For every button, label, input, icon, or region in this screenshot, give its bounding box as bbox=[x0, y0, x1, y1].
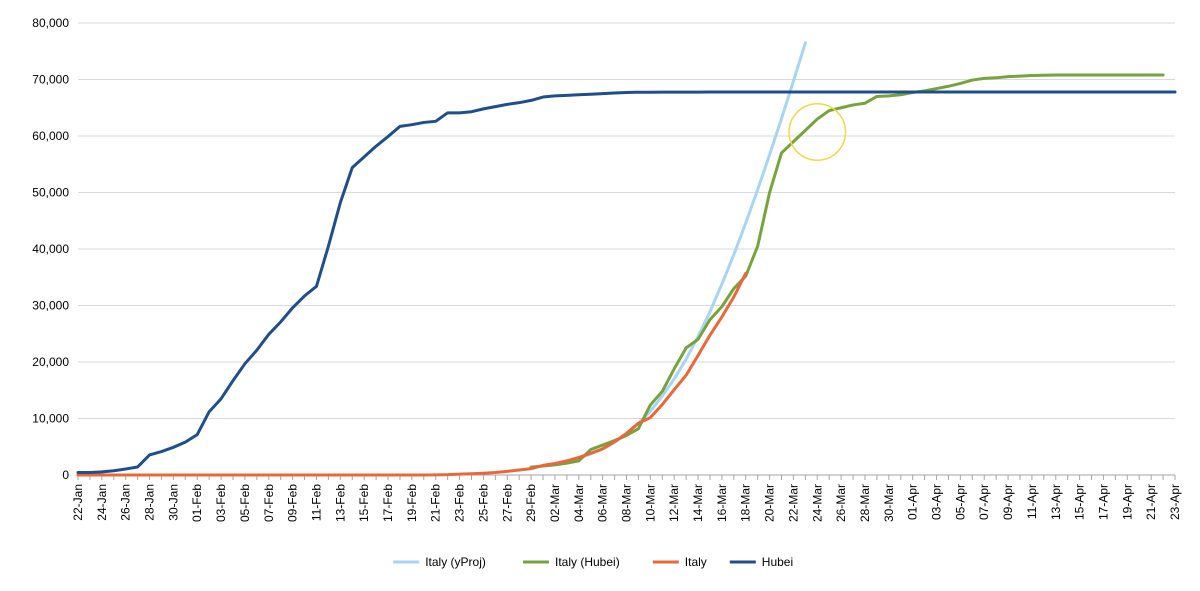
x-tick-label: 29-Feb bbox=[524, 484, 538, 522]
legend-item: Italy bbox=[652, 555, 707, 569]
y-tick-label: 50,000 bbox=[32, 186, 69, 200]
x-tick-label: 02-Mar bbox=[548, 484, 562, 522]
x-axis: 22-Jan 24-Jan 26-Jan 28-Jan 30-Jan 01-Feb 03-F… bbox=[71, 475, 1182, 522]
x-tick-label: 13-Feb bbox=[333, 484, 347, 522]
x-tick-label: 14-Mar bbox=[691, 484, 705, 522]
x-tick-label: 07-Apr bbox=[977, 484, 991, 520]
x-tick-label: 23-Feb bbox=[453, 484, 467, 522]
x-tick-label: 22-Jan bbox=[71, 484, 85, 521]
x-tick-label: 17-Apr bbox=[1096, 484, 1110, 520]
x-tick-label: 05-Apr bbox=[953, 484, 967, 520]
x-tick-label: 22-Mar bbox=[786, 484, 800, 522]
x-tick-label: 09-Feb bbox=[286, 484, 300, 522]
x-tick-label: 10-Mar bbox=[643, 484, 657, 522]
legend-item: Italy (yProj) bbox=[393, 555, 486, 569]
annotation-layer bbox=[788, 103, 847, 162]
x-tick-label: 17-Feb bbox=[381, 484, 395, 522]
y-tick-label: 10,000 bbox=[32, 412, 69, 426]
legend-label: Italy (yProj) bbox=[425, 555, 486, 569]
legend-item: Hubei bbox=[729, 555, 793, 569]
x-tick-label: 30-Mar bbox=[882, 484, 896, 522]
x-tick-label: 01-Feb bbox=[190, 484, 204, 522]
x-tick-label: 01-Apr bbox=[906, 484, 920, 520]
series-line-italy-yproj bbox=[541, 41, 807, 467]
x-tick-label: 13-Apr bbox=[1049, 484, 1063, 520]
x-tick-label: 15-Apr bbox=[1073, 484, 1087, 520]
legend: Italy (yProj) Italy (Hubei) Italy Hubei bbox=[393, 555, 793, 569]
y-tick-label: 70,000 bbox=[32, 73, 69, 87]
x-tick-label: 09-Apr bbox=[1001, 484, 1015, 520]
series-line-italy bbox=[76, 271, 748, 477]
y-axis: 0 10,000 20,000 30,000 40,000 50,000 60,000 70,… bbox=[32, 16, 69, 482]
x-tick-label: 24-Jan bbox=[95, 484, 109, 521]
x-tick-label: 08-Mar bbox=[620, 484, 634, 522]
x-tick-label: 07-Feb bbox=[262, 484, 276, 522]
x-tick-label: 20-Mar bbox=[763, 484, 777, 522]
x-tick-label: 28-Jan bbox=[143, 484, 157, 521]
x-tick-label: 30-Jan bbox=[166, 484, 180, 521]
x-tick-label: 21-Feb bbox=[429, 484, 443, 522]
x-tick-label: 19-Feb bbox=[405, 484, 419, 522]
horizontal-gridlines bbox=[78, 22, 1175, 476]
legend-label: Italy bbox=[685, 555, 707, 569]
x-tick-label: 11-Feb bbox=[309, 484, 323, 521]
x-tick-label: 26-Jan bbox=[119, 484, 133, 521]
x-tick-label: 25-Feb bbox=[476, 484, 490, 522]
series-lines bbox=[76, 41, 1177, 477]
x-tick-label: 05-Feb bbox=[238, 484, 252, 522]
x-tick-label: 28-Mar bbox=[858, 484, 872, 522]
legend-label: Hubei bbox=[762, 555, 793, 569]
x-tick-label: 04-Mar bbox=[572, 484, 586, 522]
y-tick-label: 80,000 bbox=[32, 16, 69, 30]
x-tick-label: 03-Feb bbox=[214, 484, 228, 522]
x-tick-label: 18-Mar bbox=[739, 484, 753, 522]
x-tick-label: 24-Mar bbox=[810, 484, 824, 522]
y-tick-label: 0 bbox=[62, 468, 69, 482]
x-tick-label: 06-Mar bbox=[596, 484, 610, 522]
x-tick-label: 03-Apr bbox=[930, 484, 944, 520]
x-tick-label: 15-Feb bbox=[357, 484, 371, 522]
legend-item: Italy (Hubei) bbox=[523, 555, 620, 569]
x-tick-label: 27-Feb bbox=[500, 484, 514, 522]
y-tick-label: 20,000 bbox=[32, 355, 69, 369]
x-tick-label: 26-Mar bbox=[834, 484, 848, 522]
y-tick-label: 60,000 bbox=[32, 129, 69, 143]
x-tick-label: 21-Apr bbox=[1144, 484, 1158, 520]
x-tick-label: 12-Mar bbox=[667, 484, 681, 522]
x-tick-label: 16-Mar bbox=[715, 484, 729, 522]
y-tick-label: 40,000 bbox=[32, 242, 69, 256]
legend-label: Italy (Hubei) bbox=[555, 555, 620, 569]
x-tick-label: 23-Apr bbox=[1168, 484, 1182, 520]
x-tick-label: 11-Apr bbox=[1025, 484, 1039, 519]
annotation-circle bbox=[788, 103, 847, 162]
series-line-hubei bbox=[76, 90, 1177, 475]
y-tick-label: 30,000 bbox=[32, 299, 69, 313]
series-line-italy-hubei bbox=[529, 73, 1165, 469]
x-tick-label: 19-Apr bbox=[1120, 484, 1134, 520]
